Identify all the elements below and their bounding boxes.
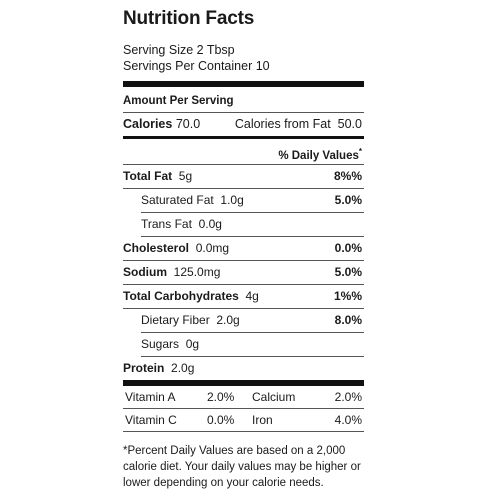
total-carbohydrates-dv: 1%% xyxy=(333,289,362,303)
calcium-label: Calcium xyxy=(252,390,296,404)
daily-value-header-text: % Daily Values xyxy=(278,149,359,162)
sodium-amount: 125.0mg xyxy=(173,265,221,279)
vitamin-a-value: 2.0% xyxy=(207,390,235,404)
thick-divider xyxy=(123,81,364,87)
cholesterol-row: Cholesterol 0.0mg 0.0% xyxy=(123,237,364,261)
vitamin-c-value: 0.0% xyxy=(207,413,235,427)
vitamin-c-label: Vitamin C xyxy=(125,413,177,427)
total-fat-label: Total Fat xyxy=(123,169,173,183)
calories-label: Calories xyxy=(123,117,173,131)
saturated-fat-label: Saturated Fat xyxy=(141,193,214,207)
dietary-fiber-label: Dietary Fiber xyxy=(141,313,210,327)
vitamin-row: Vitamin C 0.0% Iron 4.0% xyxy=(123,409,364,432)
calories-from-fat-label: Calories from Fat xyxy=(234,117,331,131)
saturated-fat-amount: 1.0g xyxy=(220,193,244,207)
serving-size: Serving Size 2 Tbsp xyxy=(123,43,235,57)
iron-label: Iron xyxy=(252,413,273,427)
protein-row: Protein 2.0g xyxy=(123,357,364,380)
sugars-amount: 0g xyxy=(185,337,200,351)
footnote: *Percent Daily Values are based on a 2,0… xyxy=(123,445,361,489)
protein-amount: 2.0g xyxy=(171,361,195,375)
dietary-fiber-amount: 2.0g xyxy=(216,313,240,327)
sugars-label: Sugars xyxy=(141,337,180,351)
dietary-fiber-dv: 8.0% xyxy=(334,313,362,327)
calories-from-fat-value: 50.0 xyxy=(337,117,362,131)
saturated-fat-dv: 5.0% xyxy=(334,193,362,207)
trans-fat-row: Trans Fat 0.0g xyxy=(141,213,364,237)
cholesterol-dv: 0.0% xyxy=(334,241,362,255)
calories-value: 70.0 xyxy=(175,117,201,131)
servings-per-container: Servings Per Container 10 xyxy=(123,59,270,73)
sodium-label: Sodium xyxy=(123,265,167,279)
label-title: Nutrition Facts xyxy=(123,8,255,29)
trans-fat-label: Trans Fat xyxy=(141,217,192,231)
cholesterol-label: Cholesterol xyxy=(123,241,190,255)
daily-value-header: % Daily Values* xyxy=(123,139,364,165)
trans-fat-amount: 0.0g xyxy=(198,217,222,231)
total-carbohydrates-label: Total Carbohydrates xyxy=(123,289,239,303)
iron-value: 4.0% xyxy=(334,413,362,427)
calories-from-fat: Calories from Fat 50.0 xyxy=(235,113,362,136)
amount-per-serving: Amount Per Serving xyxy=(123,90,364,113)
total-fat-amount: 5g xyxy=(178,169,193,183)
total-fat-dv: 8%% xyxy=(333,169,362,183)
calcium-value: 2.0% xyxy=(334,390,362,404)
sugars-row: Sugars 0g xyxy=(141,333,364,357)
protein-label: Protein xyxy=(123,361,165,375)
dietary-fiber-row: Dietary Fiber 2.0g 8.0% xyxy=(141,309,364,333)
sodium-row: Sodium 125.0mg 5.0% xyxy=(123,261,364,285)
nutrition-facts-label: Nutrition Facts Serving Size 2 Tbsp Serv… xyxy=(123,8,364,491)
daily-value-asterisk: * xyxy=(358,147,362,156)
sodium-dv: 5.0% xyxy=(334,265,362,279)
total-carbohydrates-row: Total Carbohydrates 4g 1%% xyxy=(123,285,364,309)
total-fat-row: Total Fat 5g 8%% xyxy=(123,165,364,189)
vitamin-row: Vitamin A 2.0% Calcium 2.0% xyxy=(123,380,364,409)
calories-row: Calories 70.0 Calories from Fat 50.0 xyxy=(123,113,364,139)
total-carbohydrates-amount: 4g xyxy=(245,289,259,303)
cholesterol-amount: 0.0mg xyxy=(195,241,230,255)
vitamin-a-label: Vitamin A xyxy=(125,390,176,404)
saturated-fat-row: Saturated Fat 1.0g 5.0% xyxy=(141,189,364,213)
